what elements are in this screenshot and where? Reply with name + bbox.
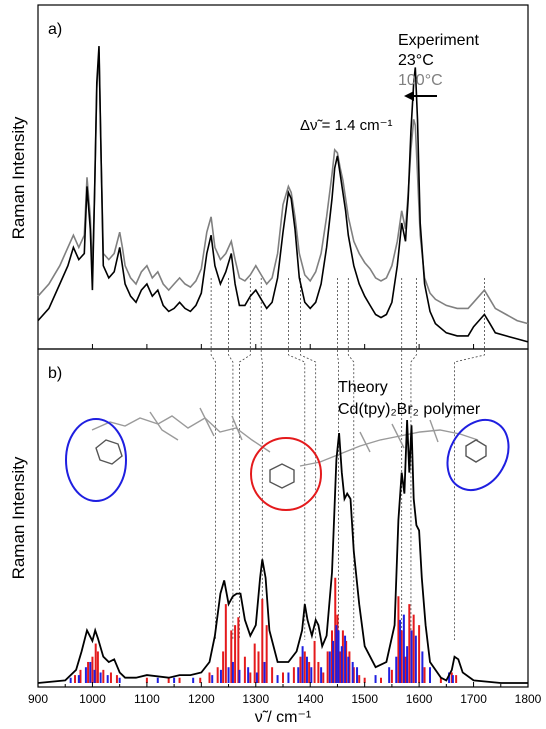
legend-a-entry-23c: 23°C [398,52,434,69]
x-tick-label: 1100 [134,692,160,706]
x-tick-label: 1700 [460,692,487,706]
connector-line [288,278,306,640]
legend-a-title: Experiment [398,32,479,49]
connector-line [260,278,263,640]
series-line-23°C [37,46,529,343]
series-line-100°C [37,52,529,325]
connector-line [347,278,355,640]
connector-line [239,278,251,640]
legend-a-entry-100c: 100°C [398,72,443,89]
shift-arrow [404,91,437,101]
polymer-structure-image [91,407,487,489]
experiment-series [37,46,529,343]
x-axis-ticks: 900 1000 1100 1200 1300 1400 1500 1600 1700 1800 [28,344,542,706]
x-tick-label: 1800 [515,692,542,706]
connector-line [300,278,317,640]
x-tick-label: 1400 [297,692,324,706]
theory-stick-spectrum [69,577,458,683]
connector-line [410,278,417,640]
legend-b-title: Theory [338,379,388,396]
connector-line [228,278,234,640]
theory-series [37,419,528,684]
peak-connector-lines [210,278,485,640]
x-axis-label: ν̃ / cm⁻¹ [255,709,311,726]
x-tick-label: 1500 [351,692,378,706]
connector-line [454,278,485,640]
panel-b-ylabel: Raman Intensity [9,456,28,579]
blue-circle-right [446,419,510,491]
blue-circle-left [65,418,127,502]
x-tick-label: 1600 [406,692,433,706]
shift-annotation: Δν̃ = 1.4 cm⁻¹ [300,117,393,134]
legend-b-subtitle: Cd(tpy)₂Br₂ polymer [338,401,481,418]
x-tick-label: 1300 [242,692,269,706]
panel-a-frame [37,4,529,350]
panel-a-label: a) [48,21,62,38]
x-tick-label: 900 [28,692,48,706]
red-circle-center [250,437,322,511]
connector-line [210,278,216,640]
x-tick-label: 1200 [188,692,215,706]
connector-line [337,278,339,640]
series-line-theory [37,419,528,684]
panel-a-ylabel: Raman Intensity [9,116,28,239]
panel-b-label: b) [48,365,62,382]
x-tick-label: 1000 [79,692,106,706]
